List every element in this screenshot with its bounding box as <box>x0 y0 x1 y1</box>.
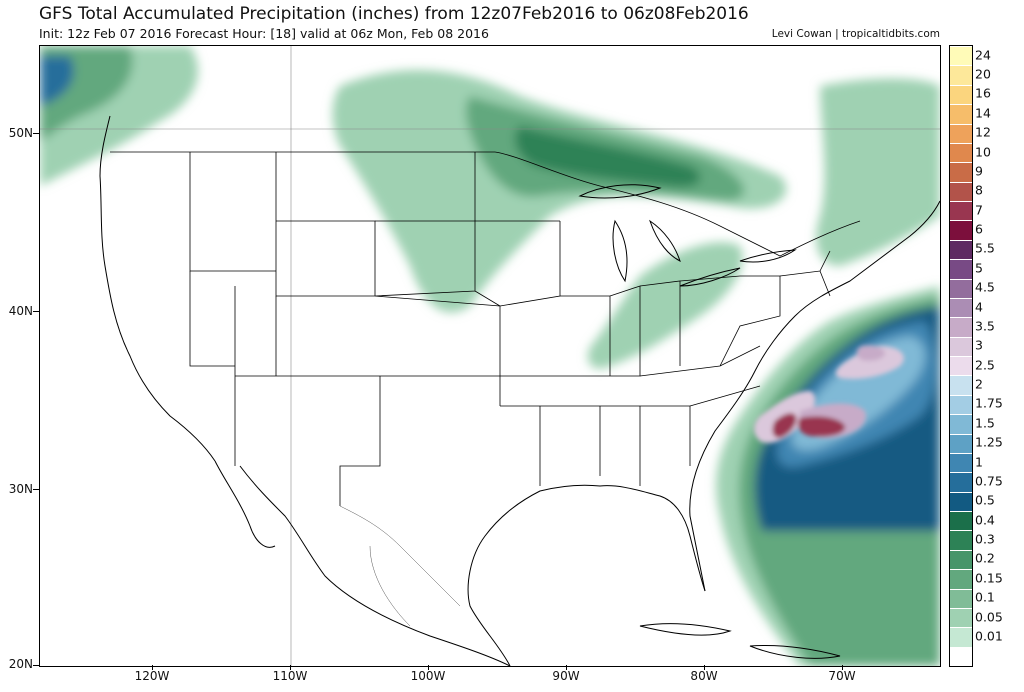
colorbar-label: 4 <box>975 299 983 315</box>
colorbar-segment <box>950 278 972 299</box>
coastlines <box>99 115 940 666</box>
colorbar-segment <box>950 104 972 125</box>
colorbar-segment <box>950 627 972 648</box>
colorbar-segment <box>950 201 972 222</box>
colorbar-segment <box>950 472 972 493</box>
colorbar-label: 0.5 <box>975 492 995 508</box>
map-canvas <box>40 46 940 666</box>
colorbar-label: 9 <box>975 163 983 179</box>
lon-label: 100W <box>410 669 446 683</box>
colorbar-label: 5.5 <box>975 240 995 256</box>
precip-core <box>754 345 904 443</box>
lat-tick-30n <box>33 489 39 490</box>
lon-label: 120W <box>134 669 170 683</box>
colorbar-label: 14 <box>975 105 991 121</box>
lon-tick-90w <box>566 665 567 670</box>
lon-tick-80w <box>704 665 705 670</box>
lat-label: 30N <box>8 482 33 496</box>
colorbar-segment <box>950 46 972 67</box>
colorbar-label: 6 <box>975 221 983 237</box>
colorbar-label: 0.01 <box>975 628 1003 644</box>
lat-label: 50N <box>8 126 33 140</box>
lat-tick-50n <box>33 133 39 134</box>
colorbar-label: 5 <box>975 260 983 276</box>
lat-label: 20N <box>8 657 33 671</box>
colorbar-segment <box>950 491 972 512</box>
colorbar-segment <box>950 375 972 396</box>
lon-tick-110w <box>290 665 291 670</box>
colorbar-label: 12 <box>975 124 991 140</box>
precip-shading <box>40 46 940 666</box>
lat-tick-40n <box>33 311 39 312</box>
colorbar-segment <box>950 646 972 666</box>
colorbar-label: 10 <box>975 144 991 160</box>
colorbar-segment <box>950 181 972 202</box>
colorbar-segment <box>950 356 972 377</box>
colorbar-segment <box>950 259 972 280</box>
colorbar-label: 0.75 <box>975 473 1003 489</box>
colorbar-segment <box>950 336 972 357</box>
colorbar-label: 1 <box>975 454 983 470</box>
colorbar <box>949 45 973 667</box>
colorbar-label: 8 <box>975 182 983 198</box>
graticule <box>40 46 940 666</box>
colorbar-segment <box>950 162 972 183</box>
precipitation-map <box>39 45 941 667</box>
colorbar-label: 0.4 <box>975 512 995 528</box>
map-subtitle: Init: 12z Feb 07 2016 Forecast Hour: [18… <box>39 26 489 41</box>
colorbar-segment <box>950 588 972 609</box>
colorbar-label: 0.1 <box>975 589 995 605</box>
colorbar-segment <box>950 549 972 571</box>
colorbar-label: 1.25 <box>975 434 1003 450</box>
colorbar-segment <box>950 317 972 338</box>
colorbar-segment <box>950 142 972 164</box>
lon-label: 80W <box>690 669 718 683</box>
colorbar-segment <box>950 511 972 532</box>
colorbar-segment <box>950 220 972 241</box>
colorbar-segment <box>950 65 972 86</box>
colorbar-label: 2 <box>975 376 983 392</box>
lon-label: 70W <box>828 669 856 683</box>
colorbar-label: 24 <box>975 47 991 63</box>
colorbar-segment <box>950 297 972 319</box>
colorbar-label: 20 <box>975 66 991 82</box>
lat-label: 40N <box>8 304 33 318</box>
colorbar-segment <box>950 414 972 435</box>
colorbar-segment <box>950 239 972 261</box>
colorbar-segment <box>950 530 972 551</box>
state-borders <box>110 151 861 506</box>
colorbar-label: 0.3 <box>975 531 995 547</box>
lat-tick-20n <box>33 665 39 666</box>
colorbar-label: 1.5 <box>975 415 995 431</box>
lon-tick-100w <box>428 665 429 670</box>
colorbar-segment <box>950 452 972 474</box>
lon-label: 90W <box>552 669 580 683</box>
colorbar-label: 16 <box>975 85 991 101</box>
mexico-borders <box>339 505 461 627</box>
colorbar-segment <box>950 569 972 590</box>
colorbar-label: 3 <box>975 337 983 353</box>
colorbar-label: 0.2 <box>975 550 995 566</box>
colorbar-label: 7 <box>975 202 983 218</box>
colorbar-segment <box>950 607 972 629</box>
colorbar-label: 0.15 <box>975 570 1003 586</box>
colorbar-segment <box>950 433 972 454</box>
colorbar-label: 3.5 <box>975 318 995 334</box>
colorbar-segment <box>950 123 972 144</box>
colorbar-label: 2.5 <box>975 357 995 373</box>
colorbar-segment <box>950 84 972 106</box>
colorbar-label: 4.5 <box>975 279 995 295</box>
credit-text: Levi Cowan | tropicaltidbits.com <box>771 28 940 40</box>
lon-label: 110W <box>272 669 308 683</box>
colorbar-label: 1.75 <box>975 395 1003 411</box>
lon-tick-120w <box>152 665 153 670</box>
colorbar-segment <box>950 394 972 416</box>
colorbar-label: 0.05 <box>975 609 1003 625</box>
lon-tick-70w <box>842 665 843 670</box>
map-title: GFS Total Accumulated Precipitation (inc… <box>39 4 749 24</box>
